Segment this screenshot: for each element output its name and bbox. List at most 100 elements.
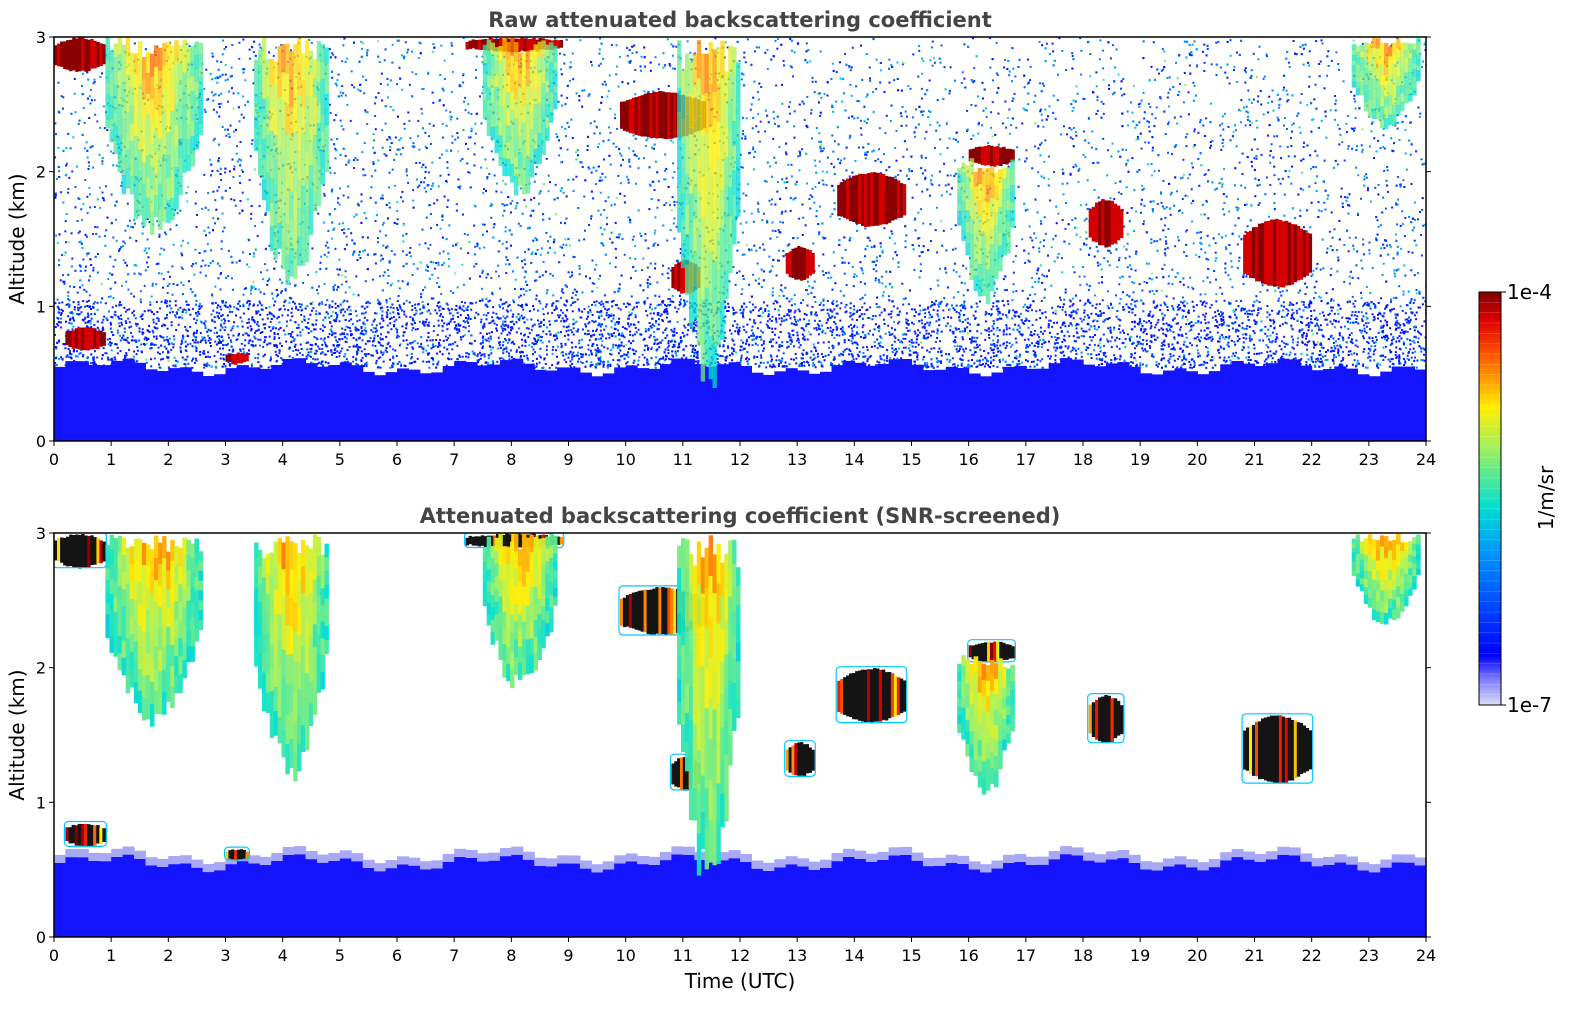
noise-pixel bbox=[973, 80, 976, 82]
noise-pixel bbox=[934, 229, 937, 232]
noise-pixel bbox=[950, 227, 953, 230]
noise-pixel bbox=[1192, 81, 1195, 84]
noise-pixel bbox=[743, 210, 746, 213]
noise-pixel bbox=[365, 361, 368, 364]
noise-pixel bbox=[921, 190, 924, 193]
noise-pixel bbox=[599, 37, 602, 40]
noise-pixel bbox=[778, 359, 781, 362]
noise-pixel bbox=[254, 248, 257, 251]
noise-pixel bbox=[528, 344, 531, 347]
noise-pixel bbox=[1142, 91, 1145, 94]
noise-pixel bbox=[492, 226, 495, 229]
noise-pixel bbox=[374, 169, 377, 172]
noise-pixel bbox=[1301, 171, 1304, 174]
noise-pixel bbox=[556, 345, 559, 348]
noise-pixel bbox=[1198, 255, 1201, 258]
noise-pixel bbox=[346, 57, 349, 60]
noise-pixel bbox=[822, 237, 825, 240]
noise-pixel bbox=[543, 357, 546, 360]
noise-pixel bbox=[1164, 224, 1166, 227]
noise-pixel bbox=[1158, 329, 1161, 332]
noise-pixel bbox=[1043, 296, 1046, 299]
noise-pixel bbox=[81, 284, 84, 287]
noise-pixel bbox=[268, 278, 271, 281]
noise-pixel bbox=[1206, 347, 1209, 350]
noise-pixel bbox=[1283, 214, 1286, 217]
noise-pixel bbox=[1186, 133, 1189, 136]
noise-pixel bbox=[1352, 244, 1355, 247]
noise-pixel bbox=[506, 259, 509, 261]
noise-pixel bbox=[740, 72, 743, 75]
noise-pixel bbox=[1269, 161, 1272, 164]
noise-pixel bbox=[817, 140, 820, 143]
noise-pixel bbox=[449, 290, 452, 293]
noise-pixel bbox=[643, 90, 646, 93]
noise-pixel bbox=[936, 251, 939, 254]
noise-pixel bbox=[1025, 319, 1028, 322]
noise-pixel bbox=[966, 129, 969, 132]
noise-pixel bbox=[1132, 342, 1135, 345]
noise-pixel bbox=[724, 321, 727, 324]
noise-pixel bbox=[671, 196, 674, 199]
noise-pixel bbox=[1034, 293, 1037, 296]
noise-pixel bbox=[405, 168, 408, 171]
noise-pixel bbox=[204, 324, 207, 327]
noise-pixel bbox=[151, 284, 154, 287]
noise-pixel bbox=[1082, 153, 1085, 156]
noise-pixel bbox=[1158, 72, 1160, 75]
noise-pixel bbox=[808, 285, 811, 288]
noise-pixel bbox=[298, 303, 301, 305]
noise-pixel bbox=[1058, 37, 1061, 40]
noise-pixel bbox=[1135, 210, 1138, 213]
noise-pixel bbox=[1250, 148, 1253, 151]
noise-pixel bbox=[1304, 43, 1307, 46]
noise-pixel bbox=[1204, 251, 1207, 254]
noise-pixel bbox=[459, 185, 462, 188]
noise-pixel bbox=[836, 303, 839, 306]
noise-pixel bbox=[114, 258, 117, 261]
noise-pixel bbox=[276, 317, 279, 320]
noise-pixel bbox=[127, 288, 130, 291]
noise-pixel bbox=[1181, 176, 1184, 179]
noise-pixel bbox=[1299, 187, 1302, 190]
noise-pixel bbox=[1087, 353, 1090, 356]
noise-pixel bbox=[1363, 327, 1366, 330]
noise-pixel bbox=[1365, 176, 1368, 179]
noise-pixel bbox=[1167, 121, 1170, 124]
noise-pixel bbox=[322, 365, 325, 368]
noise-pixel bbox=[647, 247, 650, 250]
noise-pixel bbox=[762, 311, 765, 314]
noise-pixel bbox=[661, 301, 664, 304]
noise-pixel bbox=[1172, 309, 1175, 312]
noise-pixel bbox=[1353, 127, 1356, 130]
noise-pixel bbox=[908, 329, 911, 332]
noise-pixel bbox=[961, 71, 964, 74]
noise-pixel bbox=[488, 340, 491, 343]
noise-pixel bbox=[1302, 158, 1305, 161]
noise-pixel bbox=[1027, 259, 1030, 262]
noise-pixel bbox=[1041, 273, 1044, 276]
noise-pixel bbox=[738, 270, 741, 273]
noise-pixel bbox=[623, 253, 626, 256]
noise-pixel bbox=[752, 220, 755, 223]
noise-pixel bbox=[1256, 148, 1259, 151]
noise-pixel bbox=[610, 320, 613, 323]
noise-pixel bbox=[1206, 355, 1209, 358]
noise-pixel bbox=[125, 354, 128, 357]
noise-pixel bbox=[658, 295, 661, 298]
noise-pixel bbox=[905, 327, 908, 329]
noise-pixel bbox=[487, 357, 490, 359]
noise-pixel bbox=[1051, 325, 1054, 328]
noise-pixel bbox=[378, 301, 381, 304]
noise-pixel bbox=[248, 57, 251, 60]
noise-pixel bbox=[990, 343, 992, 346]
noise-pixel bbox=[921, 57, 924, 60]
noise-pixel bbox=[400, 137, 403, 140]
noise-pixel bbox=[832, 150, 835, 153]
noise-pixel bbox=[954, 247, 957, 250]
noise-pixel bbox=[895, 129, 898, 132]
noise-pixel bbox=[176, 284, 179, 286]
noise-pixel bbox=[872, 149, 875, 152]
noise-pixel bbox=[207, 192, 210, 195]
noise-pixel bbox=[342, 128, 345, 131]
